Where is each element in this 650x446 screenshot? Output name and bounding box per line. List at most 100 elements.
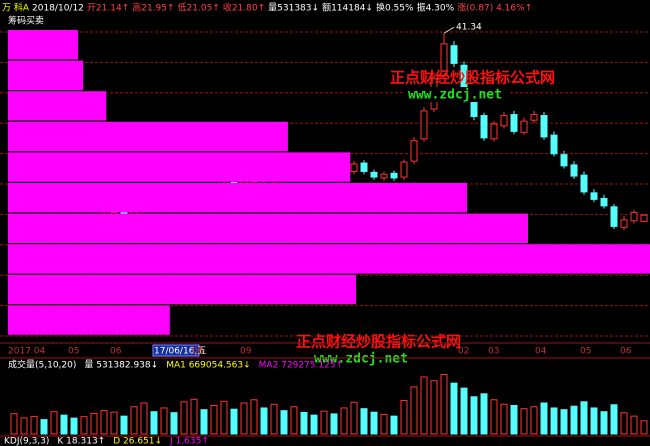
candle-body: [450, 45, 458, 64]
volume-bar: [250, 399, 258, 435]
peak-leader: [443, 26, 455, 34]
volume-bar: [500, 403, 508, 435]
volume-bar: [340, 407, 348, 435]
candle-body: [520, 120, 528, 133]
x-tick-label: 08: [192, 347, 204, 357]
candle-body: [420, 110, 428, 140]
candle-body: [560, 154, 568, 167]
header-item: 收21.80↑: [223, 2, 265, 14]
header-item: 低21.05↑: [178, 2, 220, 14]
volume-bar: [540, 402, 548, 435]
candle-body: [580, 174, 588, 193]
volume-bar: [300, 411, 308, 435]
volume-bar: [310, 414, 318, 435]
volume-bar: [50, 411, 58, 435]
date-highlight: [152, 344, 200, 357]
header-item: 开21.14↑: [87, 3, 129, 14]
volume-bar: [370, 411, 378, 435]
volume-bar: [420, 376, 428, 435]
volume-bar: [510, 404, 518, 435]
volume-bar: [290, 406, 298, 435]
volume-bar: [610, 404, 618, 435]
volume-bar: [190, 398, 198, 435]
watermark-url: www.zdcj.net: [314, 352, 408, 367]
candle-body: [510, 114, 518, 132]
volume-bar: [410, 386, 418, 435]
candle-body: [370, 171, 378, 178]
volume-legend: MA1 669054.563↓: [166, 361, 250, 371]
x-tick-label: 06: [110, 347, 122, 357]
volume-bar: [270, 403, 278, 435]
volume-bar: [470, 396, 478, 435]
volume-bar: [90, 412, 98, 435]
volume-bar: [210, 404, 218, 435]
chip-bar: [8, 244, 650, 274]
volume-bar: [150, 411, 158, 435]
x-tick-label: 03: [488, 347, 499, 357]
chip-bar: [8, 152, 351, 182]
volume-bar: [590, 407, 598, 435]
volume-bar: [10, 413, 18, 435]
volume-bar: [600, 411, 608, 435]
volume-bar: [630, 415, 638, 435]
volume-bar: [170, 412, 178, 435]
chip-bar: [8, 183, 468, 213]
candle-body: [490, 123, 498, 140]
candle-body: [440, 43, 448, 76]
candle-body: [590, 192, 598, 200]
volume-bar: [30, 415, 38, 435]
volume-bar: [530, 406, 538, 435]
kdj-item: K 18.313↑: [57, 437, 105, 446]
header-item: 额114184↓: [322, 2, 373, 14]
volume-bar: [580, 401, 588, 435]
watermark-title: 正点财经炒股指标公式网: [296, 333, 461, 351]
volume-bar: [560, 409, 568, 435]
candle-body: [640, 214, 648, 222]
kdj-item: D 26.651↓: [113, 437, 162, 446]
chip-bar: [8, 305, 170, 335]
watermark-bg: [404, 87, 508, 102]
kdj-title: KDJ(9,3,3): [4, 437, 49, 446]
x-tick-label: 04: [535, 347, 547, 357]
chip-bar: [8, 60, 84, 90]
candle-body: [630, 211, 638, 222]
header-item: 万 科A: [2, 2, 30, 14]
x-tick-label: 05: [580, 347, 591, 357]
candle-body: [360, 162, 368, 172]
volume-bar: [520, 408, 528, 435]
volume-legend: MA2 729275.125↑: [259, 361, 343, 371]
candle-body: [540, 115, 548, 138]
volume-bar: [80, 416, 88, 435]
candle-body: [480, 115, 488, 139]
volume-bar: [180, 401, 188, 435]
chip-bar: [8, 30, 78, 60]
volume-bar: [360, 408, 368, 435]
volume-bar: [70, 417, 78, 435]
candle-body: [350, 163, 358, 172]
volume-bar: [480, 393, 488, 435]
header-item: 换0.55%: [376, 2, 414, 14]
volume-bar: [40, 419, 48, 435]
x-tick-label: 09: [240, 347, 252, 357]
volume-bar: [200, 409, 208, 435]
volume-bar: [430, 380, 438, 435]
volume-bar: [240, 402, 248, 435]
watermark-title: 正点财经炒股指标公式网: [390, 69, 555, 87]
header-item: 2018/10/12: [32, 4, 84, 14]
candle-body: [610, 206, 618, 227]
volume-bar: [220, 400, 228, 435]
chart-title: 筹码买卖: [8, 15, 44, 27]
volume-legend: 量 531382.938↓: [84, 360, 158, 371]
candle-body: [470, 101, 478, 117]
volume-bar: [350, 401, 358, 435]
header-item: 涨(0.87) 4.16%↑: [457, 3, 532, 14]
chip-bar: [8, 121, 288, 152]
volume-bar: [130, 406, 138, 435]
header-item: 量531383↓: [268, 3, 319, 14]
volume-bar: [140, 402, 148, 435]
volume-bar: [460, 387, 468, 435]
volume-bar: [160, 407, 168, 435]
volume-bar: [620, 412, 628, 435]
